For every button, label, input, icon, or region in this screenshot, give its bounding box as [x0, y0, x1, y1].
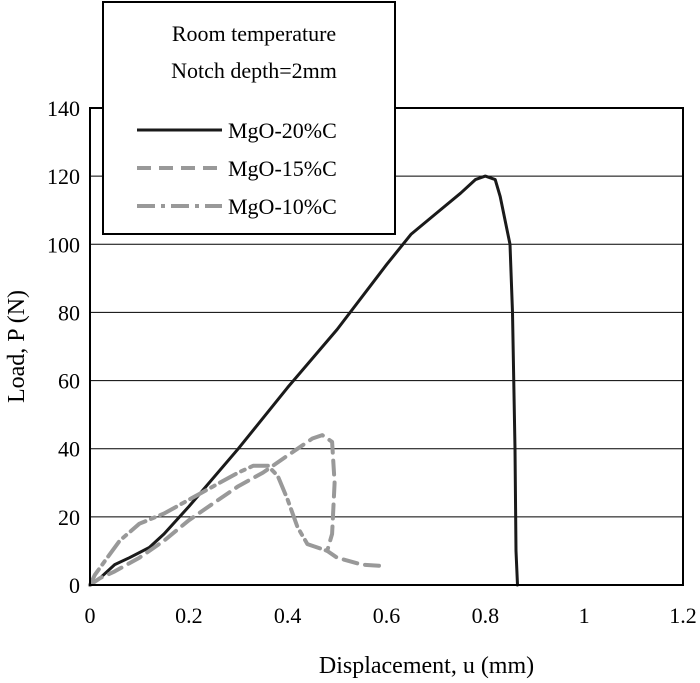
y-tick-label: 80	[58, 300, 80, 325]
legend-entries: MgO-20%C MgO-15%C MgO-10%C	[137, 118, 337, 219]
x-axis-label: Displacement, u (mm)	[319, 653, 534, 679]
legend-label: MgO-20%C	[228, 118, 337, 143]
y-tick-label: 100	[47, 232, 80, 257]
series-line-mgo-15-c	[88, 433, 389, 587]
y-tick-label: 120	[47, 164, 80, 189]
y-tick-label: 0	[69, 573, 80, 598]
legend-label: MgO-15%C	[228, 156, 337, 181]
legend-header-line-1: Room temperature	[172, 21, 336, 46]
series-line-mgo-20-c	[88, 174, 519, 587]
legend-header-line-2: Notch depth=2mm	[171, 58, 337, 83]
y-axis-label: Load, P (N)	[4, 290, 30, 403]
x-tick-label: 0.2	[175, 603, 203, 628]
x-tick-label: 1.2	[669, 603, 697, 628]
x-tick-label: 0.6	[373, 603, 401, 628]
series-lines	[88, 174, 519, 587]
y-tick-labels: 0 20 40 60 80 100 120 140	[47, 96, 80, 598]
legend-label: MgO-10%C	[228, 194, 337, 219]
x-tick-label: 1	[579, 603, 590, 628]
x-tick-label: 0.4	[274, 603, 302, 628]
y-tick-label: 140	[47, 96, 80, 121]
series-line-mgo-10-c	[88, 463, 330, 587]
legend-box	[102, 1, 396, 235]
y-tick-label: 20	[58, 505, 80, 530]
legend: Room temperature Notch depth=2mm MgO-20%…	[102, 1, 396, 235]
x-tick-label: 0.8	[472, 603, 500, 628]
x-tick-label: 0	[85, 603, 96, 628]
x-tick-labels: 0 0.2 0.4 0.6 0.8 1 1.2	[85, 603, 697, 628]
y-tick-label: 40	[58, 437, 80, 462]
y-tick-label: 60	[58, 369, 80, 394]
